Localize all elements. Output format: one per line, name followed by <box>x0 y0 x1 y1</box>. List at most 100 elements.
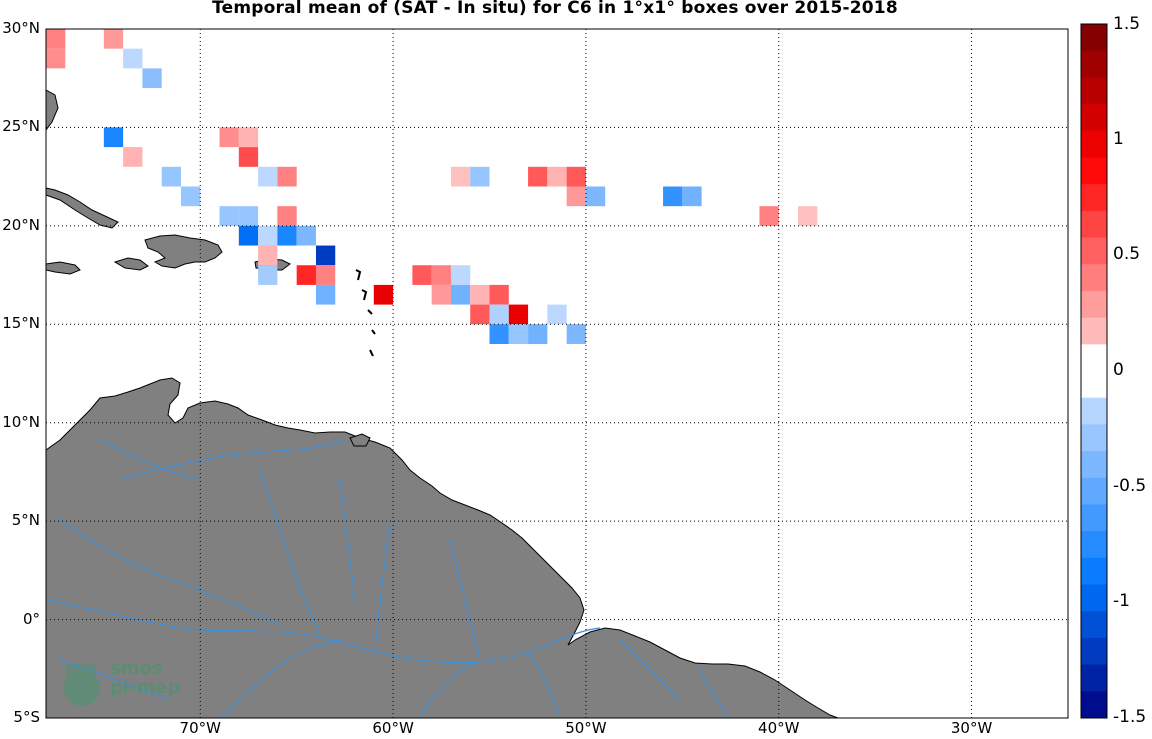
heatmap-cell <box>258 225 278 246</box>
heatmap-cell <box>123 147 143 167</box>
heatmap-cell <box>315 245 336 266</box>
colorbar-tick-label: -0.5 <box>1113 475 1147 496</box>
colorbar-segment <box>1081 104 1107 132</box>
heatmap-cell <box>682 186 702 207</box>
heatmap-cell <box>238 127 259 148</box>
heatmap-cell <box>508 324 529 344</box>
heatmap-cell <box>663 186 683 207</box>
heatmap-cell <box>759 206 779 226</box>
colorbar-segment <box>1081 210 1107 239</box>
colorbar-segment <box>1081 477 1107 505</box>
south-america-land <box>45 377 839 719</box>
latitude-label: 5°N <box>11 511 40 530</box>
latitude-label: 0° <box>22 609 40 628</box>
lesser-antilles-land <box>355 269 376 357</box>
colorbar-segment <box>1081 664 1107 692</box>
latitude-label: 10°N <box>2 412 40 431</box>
heatmap-cell <box>547 304 567 325</box>
heatmap-cell <box>296 265 316 285</box>
heatmap-cell <box>142 68 162 89</box>
heatmap-cell <box>798 206 818 226</box>
colorbar-segment <box>1081 157 1107 185</box>
colorbar-segment <box>1081 557 1107 586</box>
bahamas-land <box>45 89 59 132</box>
heatmap-cell <box>238 225 259 246</box>
tributary-1 <box>99 439 201 481</box>
latitude-label: 15°N <box>2 314 40 333</box>
heatmap-cell <box>450 265 471 285</box>
heatmap-cell <box>258 245 278 266</box>
colorbar-frame <box>1080 23 1108 719</box>
colorbar-segment <box>1081 264 1107 292</box>
longitude-label: 50°W <box>565 719 607 737</box>
colorbar-segment <box>1081 451 1107 479</box>
heatmap-cell <box>470 166 490 187</box>
heatmap-cell <box>180 186 201 207</box>
heatmap-cell <box>373 284 394 305</box>
jamaica-land <box>45 261 81 275</box>
heatmap-cell <box>46 29 66 49</box>
colorbar-segment <box>1081 397 1107 425</box>
heatmap-cell <box>123 48 143 69</box>
colorbar-tick-label: 1 <box>1113 128 1124 149</box>
heatmap-cell <box>277 166 297 187</box>
latitude-label: 30°N <box>2 19 40 37</box>
heatmap-cell <box>219 127 239 148</box>
heatmap-cell <box>46 48 66 69</box>
tapajos-river <box>419 661 481 719</box>
colorbar-segment <box>1081 691 1107 719</box>
logo-text-smos: smos <box>110 658 163 679</box>
colorbar-segment <box>1081 637 1107 666</box>
heatmap-cell <box>258 265 278 285</box>
heatmap-cell <box>528 324 548 344</box>
colorbar-tick-label: 1.5 <box>1113 14 1141 34</box>
trinidad-land <box>349 433 371 447</box>
heatmap-cell <box>566 166 586 187</box>
heatmap-cell <box>431 265 451 285</box>
colorbar-segment <box>1081 424 1107 452</box>
heatmap-cell <box>566 324 586 344</box>
heatmap-cell <box>103 29 124 49</box>
colorbar-tick-label: 0 <box>1113 360 1124 380</box>
heatmap-cell <box>489 284 509 305</box>
orinoco-river <box>119 439 346 481</box>
rio-negro-river <box>59 519 281 626</box>
longitude-label: 60°W <box>372 719 414 737</box>
heatmap-cell <box>315 265 336 285</box>
map-frame <box>45 28 1069 719</box>
colorbar-tick-label: 0.5 <box>1113 244 1141 265</box>
rivers-layer <box>45 439 731 719</box>
colorbar-segment <box>1081 237 1107 265</box>
heatmap-cell <box>296 225 316 246</box>
heatmap-cell <box>238 206 259 226</box>
heatmap-cell <box>161 166 181 187</box>
heatmap-cell <box>528 166 548 187</box>
heatmap-cell <box>258 166 278 187</box>
colorbar-tick-label: -1 <box>1113 591 1130 612</box>
heatmap-cell <box>277 206 297 226</box>
heatmap-cell <box>238 147 259 167</box>
heatmap-cell <box>508 304 529 325</box>
heatmap-cell <box>277 225 297 246</box>
heatmap-cell <box>489 304 509 325</box>
tributary-2 <box>59 659 171 701</box>
xingu-river <box>524 651 561 719</box>
madeira-river <box>219 639 341 719</box>
colorbar-segment <box>1081 584 1107 612</box>
heatmap-cell <box>566 186 586 207</box>
heatmap-cell <box>412 265 432 285</box>
logo-text-pimep: pi-mep <box>110 677 181 698</box>
latitude-label: 5°S <box>13 708 40 726</box>
heatmap-cell <box>103 127 124 148</box>
heatmap-cell <box>450 166 471 187</box>
hispaniola-west-land <box>113 257 149 271</box>
cuba-land <box>45 187 119 229</box>
longitude-label: 30°W <box>950 719 993 737</box>
colorbar-segment <box>1081 531 1107 559</box>
tributary-3 <box>449 539 481 661</box>
colorbar-tick-label: -1.5 <box>1113 707 1147 727</box>
latitude-label: 20°N <box>2 215 40 234</box>
colorbar-segment <box>1081 344 1107 372</box>
tributary-6 <box>699 669 731 719</box>
colorbar-segment <box>1081 371 1107 399</box>
